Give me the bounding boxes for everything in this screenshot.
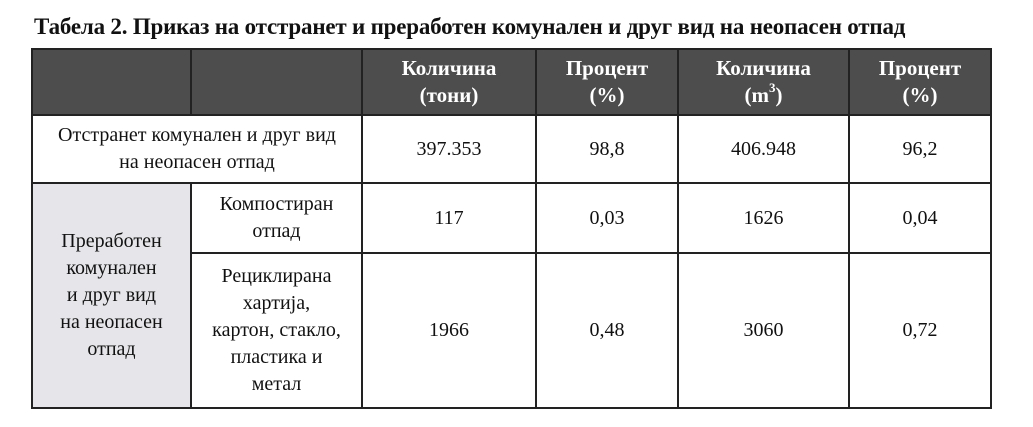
- header-qty-m3-line1: Количина: [716, 56, 811, 80]
- header-pct-tons-line1: Процент: [565, 56, 649, 80]
- sub-line: Компостиран: [219, 193, 334, 215]
- header-pct-m3-line2: (%): [902, 83, 938, 107]
- cell-pct-m3: 0,72: [848, 252, 992, 409]
- header-qty-tons-line1: Количина: [401, 56, 497, 80]
- group-line: отпад: [87, 338, 136, 360]
- header-empty-2: [190, 48, 363, 116]
- header-qty-m3-sup: 3: [769, 80, 776, 95]
- cell-m3: 1626: [677, 182, 850, 254]
- sub-line: пластика и: [230, 346, 323, 368]
- header-qty-m3: Количина (m3): [677, 48, 850, 116]
- table-row: Отстранет комунален и друг вид на неопас…: [31, 114, 992, 184]
- sub-line: картон, стакло,: [212, 319, 341, 341]
- header-pct-m3: Процент (%): [848, 48, 992, 116]
- group-line: на неопасен: [60, 311, 163, 333]
- header-empty-1: [31, 48, 192, 116]
- group-line: и друг вид: [66, 284, 157, 306]
- cell-tons: 117: [361, 182, 537, 254]
- header-row: Количина (тони) Процент (%) Количина (m3…: [31, 48, 992, 116]
- sub-label-composted: Компостиран отпад: [190, 182, 363, 254]
- header-qty-tons: Количина (тони): [361, 48, 537, 116]
- group-line: комунален: [66, 257, 157, 279]
- sub-line: отпад: [252, 220, 301, 242]
- cell-m3: 3060: [677, 252, 850, 409]
- sub-line: Рециклирана: [221, 265, 332, 287]
- cell-pct-tons: 0,03: [535, 182, 679, 254]
- waste-table: Количина (тони) Процент (%) Количина (m3…: [31, 48, 992, 409]
- group-label-processed: Преработен комунален и друг вид на неопа…: [31, 182, 192, 409]
- header-pct-tons-line2: (%): [589, 83, 625, 107]
- cell-pct-m3: 96,2: [848, 114, 992, 184]
- cell-m3: 406.948: [677, 114, 850, 184]
- group-line: Преработен: [61, 230, 162, 252]
- row-label-removed: Отстранет комунален и друг вид на неопас…: [31, 114, 363, 184]
- header-qty-tons-line2: (тони): [419, 83, 479, 107]
- table-row: Преработен комунален и друг вид на неопа…: [31, 182, 992, 409]
- cell-pct-tons: 0,48: [535, 252, 679, 409]
- header-pct-tons: Процент (%): [535, 48, 679, 116]
- sub-line: метал: [251, 373, 302, 395]
- header-qty-m3-unit: (m: [744, 83, 770, 107]
- header-qty-m3-close: ): [775, 83, 783, 107]
- cell-tons: 397.353: [361, 114, 537, 184]
- sub-line: хартија,: [242, 292, 311, 314]
- table-row: Рециклирана хартија, картон, стакло, пла…: [32, 252, 992, 409]
- cell-pct-m3: 0,04: [848, 182, 992, 254]
- table-title: Табела 2. Приказ на отстранет и преработ…: [34, 14, 906, 39]
- sub-label-recycled: Рециклирана хартија, картон, стакло, пла…: [190, 252, 363, 409]
- cell-tons: 1966: [361, 252, 537, 409]
- cell-pct-tons: 98,8: [535, 114, 679, 184]
- header-pct-m3-line1: Процент: [878, 56, 962, 80]
